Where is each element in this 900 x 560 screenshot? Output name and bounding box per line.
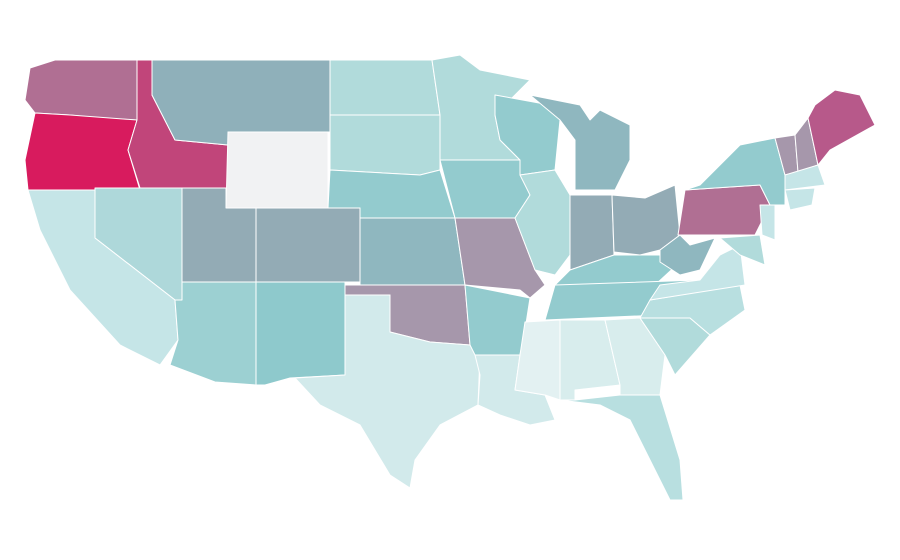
state	[559, 394, 684, 501]
state	[329, 59, 441, 116]
state	[24, 59, 138, 121]
state	[677, 184, 771, 236]
state	[27, 189, 179, 366]
state	[659, 234, 716, 276]
state	[359, 217, 466, 286]
state	[719, 234, 766, 266]
state	[759, 204, 776, 241]
state	[169, 281, 257, 386]
state	[329, 114, 441, 176]
state	[784, 187, 816, 211]
state	[807, 89, 876, 166]
state	[294, 294, 481, 489]
state	[439, 159, 531, 219]
state	[255, 207, 361, 283]
state	[464, 284, 531, 356]
state	[529, 94, 631, 191]
state	[225, 131, 329, 209]
state	[24, 112, 141, 191]
state	[255, 281, 346, 386]
state	[784, 164, 826, 191]
state	[514, 169, 571, 276]
